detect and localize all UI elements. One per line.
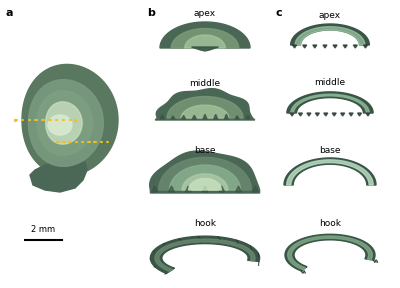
Polygon shape (182, 115, 186, 119)
Polygon shape (168, 186, 174, 192)
Polygon shape (30, 158, 87, 192)
Polygon shape (185, 186, 191, 192)
Polygon shape (202, 186, 208, 192)
Polygon shape (285, 234, 375, 271)
Text: c: c (276, 8, 283, 18)
Polygon shape (160, 22, 250, 48)
Polygon shape (192, 115, 196, 119)
Polygon shape (236, 186, 242, 192)
Polygon shape (224, 114, 228, 119)
Polygon shape (246, 115, 250, 119)
Polygon shape (150, 151, 260, 193)
Text: apex: apex (194, 9, 216, 18)
Polygon shape (252, 186, 258, 192)
Polygon shape (353, 45, 357, 48)
Polygon shape (152, 186, 158, 192)
Polygon shape (203, 114, 207, 119)
Text: hook: hook (319, 219, 341, 228)
Polygon shape (343, 45, 347, 48)
Polygon shape (192, 47, 218, 51)
Polygon shape (295, 27, 365, 45)
Polygon shape (189, 179, 221, 190)
Polygon shape (181, 105, 229, 118)
Polygon shape (182, 174, 228, 190)
Polygon shape (160, 115, 164, 119)
Polygon shape (364, 45, 368, 48)
Polygon shape (37, 91, 93, 155)
Polygon shape (48, 115, 72, 135)
Polygon shape (315, 113, 319, 116)
Polygon shape (288, 236, 372, 270)
Polygon shape (284, 158, 376, 185)
Polygon shape (287, 92, 373, 113)
Polygon shape (307, 113, 311, 116)
Polygon shape (167, 96, 243, 118)
Polygon shape (333, 45, 337, 48)
Text: 2 mm: 2 mm (32, 225, 56, 234)
Polygon shape (155, 89, 255, 120)
Text: hook: hook (194, 219, 216, 228)
Polygon shape (349, 113, 353, 116)
Text: middle: middle (314, 78, 346, 87)
Polygon shape (358, 113, 362, 116)
Text: b: b (147, 8, 155, 18)
Polygon shape (341, 113, 345, 116)
Polygon shape (313, 45, 317, 48)
Polygon shape (28, 80, 103, 166)
Polygon shape (303, 45, 307, 48)
Polygon shape (171, 116, 175, 119)
Polygon shape (291, 24, 369, 45)
Polygon shape (22, 65, 118, 176)
Polygon shape (290, 113, 294, 116)
Polygon shape (46, 102, 82, 144)
Polygon shape (291, 94, 369, 113)
Polygon shape (170, 165, 240, 190)
Text: apex: apex (319, 11, 341, 20)
Polygon shape (324, 113, 328, 116)
Polygon shape (214, 114, 218, 119)
Polygon shape (219, 186, 225, 192)
Polygon shape (235, 116, 239, 119)
Polygon shape (366, 113, 370, 116)
Polygon shape (155, 239, 255, 271)
Text: a: a (5, 8, 12, 18)
Text: middle: middle (190, 79, 220, 88)
Polygon shape (287, 160, 373, 185)
Polygon shape (171, 29, 239, 48)
Polygon shape (292, 45, 296, 48)
Polygon shape (158, 157, 252, 190)
Polygon shape (332, 113, 336, 116)
Polygon shape (185, 35, 225, 48)
Text: base: base (194, 146, 216, 155)
Polygon shape (323, 45, 327, 48)
Polygon shape (298, 113, 302, 116)
Polygon shape (150, 236, 260, 273)
Text: base: base (319, 146, 341, 155)
